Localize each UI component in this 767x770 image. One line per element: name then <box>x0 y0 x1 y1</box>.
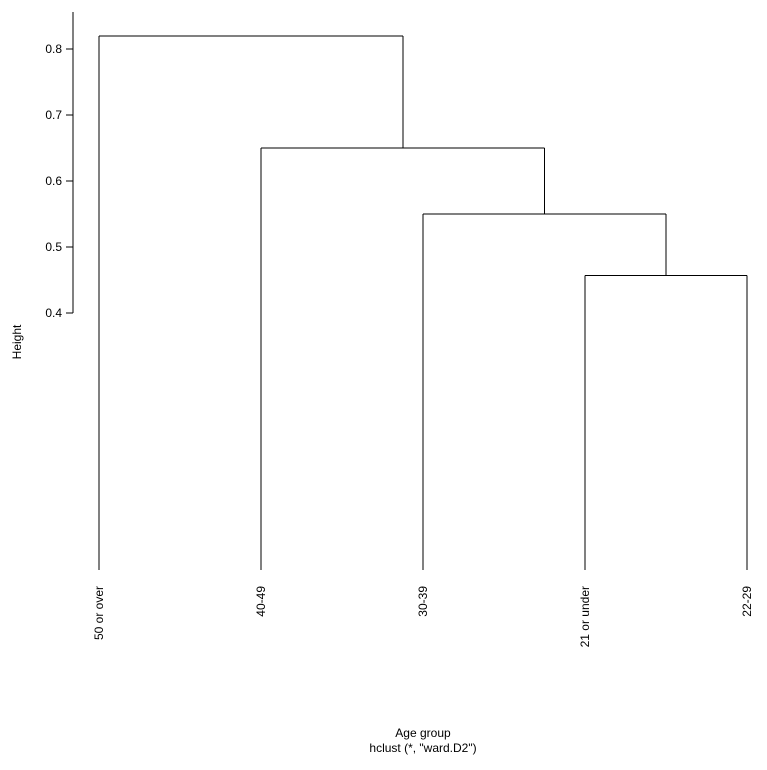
y-tick-label: 0.7 <box>45 108 62 122</box>
y-tick-label: 0.8 <box>45 42 62 56</box>
y-tick-label: 0.6 <box>45 174 62 188</box>
y-tick-label: 0.5 <box>45 240 62 254</box>
leaf-label: 30-39 <box>416 586 430 617</box>
x-axis-title: Age group <box>395 726 451 740</box>
y-axis-title: Height <box>10 324 24 359</box>
y-axis: 0.4 0.5 0.6 0.7 0.8 <box>45 12 74 320</box>
chart-subtitle: hclust (*, "ward.D2") <box>369 741 476 755</box>
leaf-label: 50 or over <box>92 586 106 640</box>
leaf-label: 40-49 <box>254 586 268 617</box>
leaf-label: 22-29 <box>740 586 754 617</box>
y-tick-label: 0.4 <box>45 306 62 320</box>
dendrogram-tree <box>98 35 748 570</box>
leaf-label: 21 or under <box>578 586 592 647</box>
leaf-labels: 50 or over 40-49 30-39 21 or under 22-29 <box>92 586 754 648</box>
